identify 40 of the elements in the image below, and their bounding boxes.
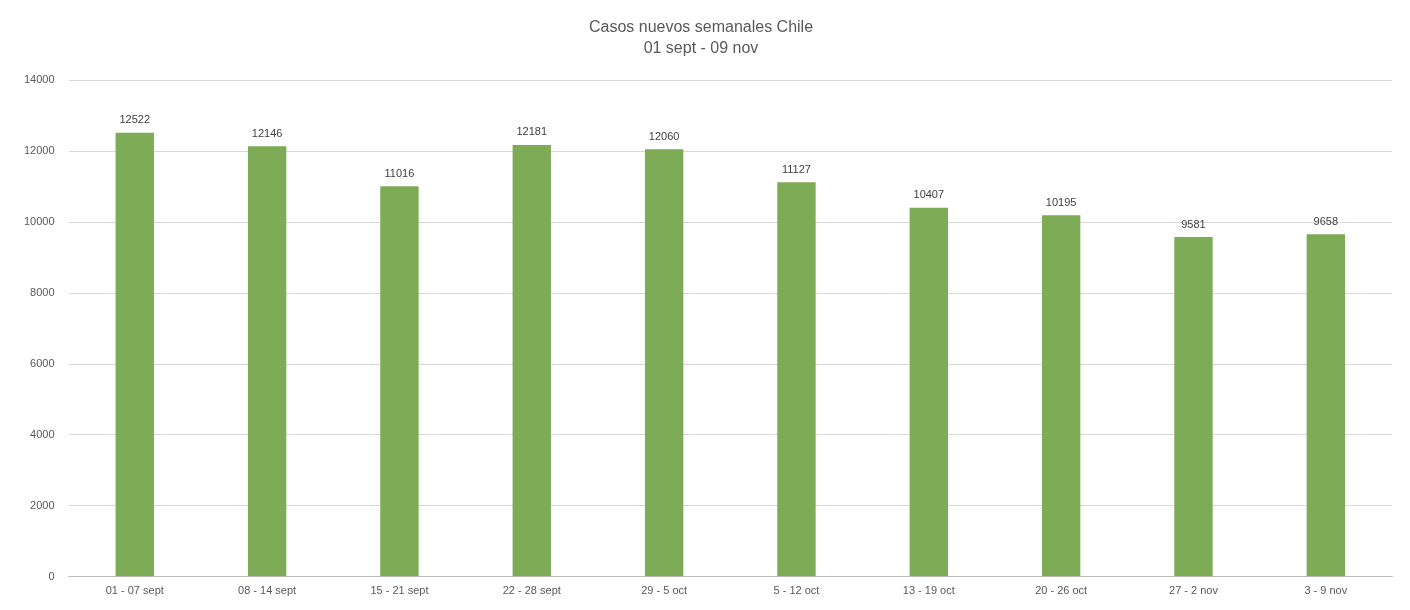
y-tick-label: 14000 [23,73,55,86]
x-tick-label: 29 - 5 oct [641,584,688,597]
x-tick-label: 5 - 12 oct [773,584,820,597]
data-label: 12060 [648,129,680,142]
data-label: 10407 [913,188,945,201]
x-tick-label: 15 - 21 sept [370,584,429,597]
chart-subtitle: 01 sept - 09 nov [643,39,759,57]
x-tick-label: 13 - 19 oct [902,584,955,597]
bar [644,149,684,577]
y-tick-label: 6000 [30,357,55,370]
data-label: 9658 [1313,214,1339,227]
bar [380,186,419,577]
data-label: 10195 [1045,195,1077,208]
bar [115,132,154,577]
y-tick-label: 2000 [30,498,55,511]
bar [512,144,551,577]
data-label: 11127 [781,162,811,175]
bar [909,207,948,577]
x-tick-label: 3 - 9 nov [1304,584,1348,597]
y-tick-label: 4000 [30,428,55,440]
x-tick-label: 01 - 07 sept [105,584,164,597]
y-tick-label: 12000 [23,144,55,157]
x-tick-label: 22 - 28 sept [502,584,561,597]
bar [777,182,816,577]
y-tick-label: 8000 [30,286,55,299]
data-label: 11016 [384,166,415,179]
x-tick-label: 27 - 2 nov [1169,584,1219,597]
x-tick-label: 08 - 14 sept [238,584,297,597]
data-label: 12146 [251,126,283,139]
chart-title: Casos nuevos semanales Chile [588,18,814,36]
y-tick-label: 0 [48,569,55,582]
data-label: 12181 [516,125,548,138]
data-label: 9581 [1181,217,1206,230]
y-tick-label: 10000 [23,215,55,228]
bar [1306,234,1346,577]
data-label: 12522 [119,113,151,126]
bar [1174,237,1213,577]
x-tick-label: 20 - 26 oct [1035,584,1088,597]
bar [247,146,287,577]
bar [1041,215,1081,577]
